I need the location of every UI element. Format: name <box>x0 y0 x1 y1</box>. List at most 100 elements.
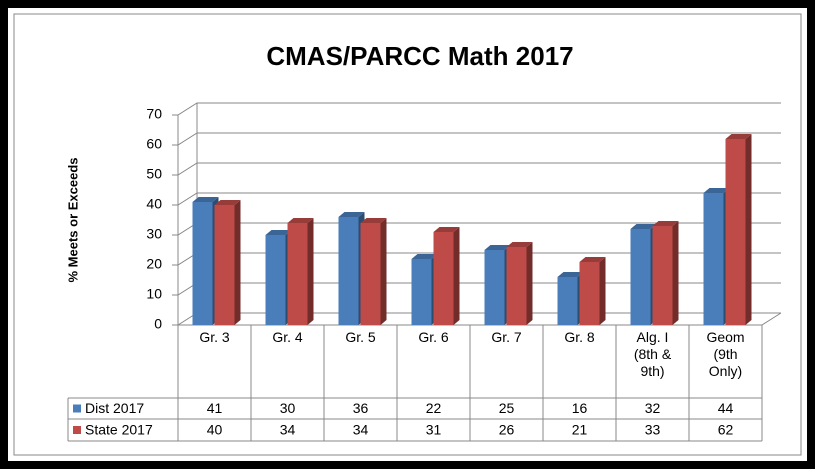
bar-front <box>411 259 432 325</box>
category-cell: Gr. 8 <box>564 329 595 345</box>
y-tick-label: 10 <box>146 286 162 302</box>
y-tick-label: 50 <box>146 166 162 182</box>
bar-side <box>526 242 533 325</box>
x-tick-label: Gr. 5 <box>345 329 376 345</box>
category-cell: Geom (9th Only) <box>706 329 745 379</box>
x-tick-label: Gr. 8 <box>564 329 595 345</box>
bar-front <box>287 223 308 325</box>
table-value: 40 <box>207 422 223 438</box>
bar-front <box>506 247 527 325</box>
category-cell: Gr. 5 <box>345 329 376 345</box>
legend-swatch <box>73 426 81 434</box>
bar-top <box>411 254 438 259</box>
grid-line <box>172 282 781 296</box>
category-cell: Gr. 3 <box>199 329 230 345</box>
y-tick-label: 30 <box>146 226 162 242</box>
bar-top <box>214 200 241 205</box>
x-tick-label: Gr. 7 <box>491 329 522 345</box>
x-tick-label: Geom (9th Only) <box>706 329 745 379</box>
category-cell: Alg. I (8th & 9th) <box>633 329 672 379</box>
table-value: 44 <box>718 400 734 416</box>
bar-top <box>287 218 314 223</box>
bar-front <box>630 229 651 325</box>
category-cell: Gr. 4 <box>272 329 303 345</box>
bar <box>579 257 606 325</box>
bar-top <box>630 224 657 229</box>
floor-edge <box>761 312 782 326</box>
bar-side <box>672 221 679 325</box>
table-value: 34 <box>280 422 296 438</box>
y-tick-label: 0 <box>154 316 162 332</box>
bar-top <box>360 218 387 223</box>
bar-top <box>433 227 460 232</box>
table-value: 25 <box>499 400 515 416</box>
legend-label: Dist 2017 <box>85 400 144 416</box>
bar <box>725 134 752 325</box>
bar <box>652 221 679 325</box>
bar-top <box>652 221 679 226</box>
bar <box>214 200 241 325</box>
bar-front <box>484 250 505 325</box>
bar <box>287 218 314 325</box>
bar-front <box>579 262 600 325</box>
bar-front <box>192 202 213 325</box>
x-tick-label: Alg. I (8th & 9th) <box>633 329 672 379</box>
bar <box>506 242 533 325</box>
table-value: 33 <box>645 422 661 438</box>
table-value: 30 <box>280 400 296 416</box>
grid-line <box>172 102 781 116</box>
table-value: 31 <box>426 422 442 438</box>
bar-top <box>192 197 219 202</box>
bar <box>360 218 387 325</box>
table-value: 22 <box>426 400 442 416</box>
y-tick-label: 60 <box>146 136 162 152</box>
grid-line <box>172 252 781 266</box>
bar-top <box>725 134 752 139</box>
bar-front <box>725 139 746 325</box>
table-value: 26 <box>499 422 515 438</box>
y-axis-label: % Meets or Exceeds <box>65 157 80 282</box>
bar <box>433 227 460 325</box>
table-value: 41 <box>207 400 223 416</box>
category-cell: Gr. 6 <box>418 329 449 345</box>
bar-front <box>360 223 381 325</box>
bar-top <box>506 242 533 247</box>
table-value: 32 <box>645 400 661 416</box>
x-tick-label: Gr. 3 <box>199 329 230 345</box>
table-value: 16 <box>572 400 588 416</box>
y-tick-label: 20 <box>146 256 162 272</box>
y-tick-label: 40 <box>146 196 162 212</box>
bar-top <box>338 212 365 217</box>
y-tick-label: 70 <box>146 106 162 122</box>
bar-front <box>652 226 673 325</box>
inner-border <box>13 13 802 456</box>
bar-side <box>234 200 241 325</box>
bar-top <box>579 257 606 262</box>
x-tick-label: Gr. 4 <box>272 329 303 345</box>
bar-front <box>433 232 454 325</box>
grid-line <box>172 222 781 236</box>
table-value: 62 <box>718 422 734 438</box>
grid-line <box>172 192 781 206</box>
bar-side <box>745 134 752 325</box>
bar-side <box>380 218 387 325</box>
x-tick-label: Gr. 6 <box>418 329 449 345</box>
bar-front <box>703 193 724 325</box>
bar-top <box>265 230 292 235</box>
grid-line <box>172 162 781 176</box>
legend-swatch <box>73 404 81 413</box>
bar-front <box>338 217 359 325</box>
legend-label: State 2017 <box>85 422 153 438</box>
bar-top <box>557 272 584 277</box>
category-cell: Gr. 7 <box>491 329 522 345</box>
grid-line <box>172 132 781 146</box>
bar-front <box>557 277 578 325</box>
table-value: 34 <box>353 422 369 438</box>
bar-front <box>214 205 235 325</box>
bar-side <box>307 218 314 325</box>
chart-title: CMAS/PARCC Math 2017 <box>266 41 573 71</box>
bar-front <box>265 235 286 325</box>
bar-top <box>484 245 511 250</box>
